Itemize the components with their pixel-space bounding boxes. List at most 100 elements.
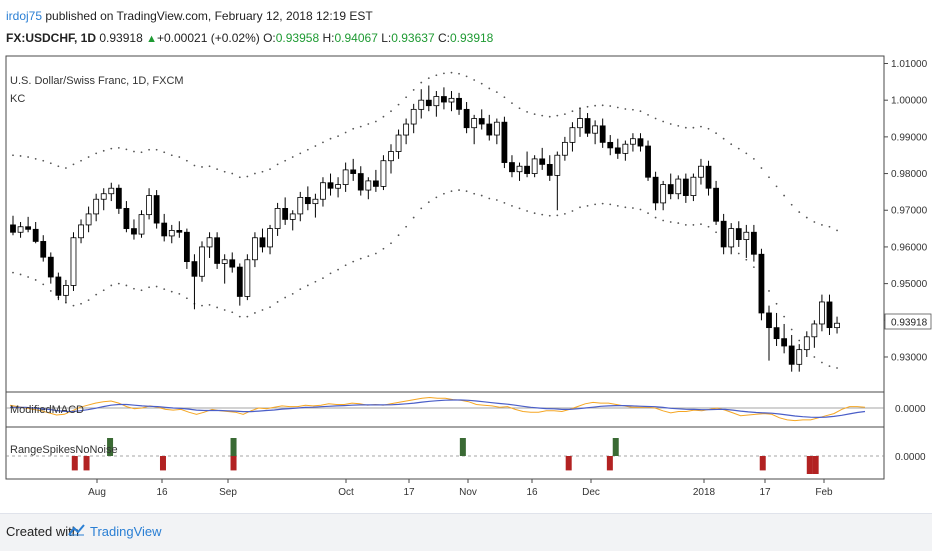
keltner-upper-dot <box>322 141 324 144</box>
keltner-upper-dot <box>427 77 430 80</box>
candle-body <box>584 118 591 134</box>
candle-body <box>773 327 780 340</box>
keltner-lower-dot <box>261 309 264 311</box>
keltner-lower-dot <box>427 201 430 204</box>
keltner-upper-dot <box>178 156 181 158</box>
keltner-lower-dot <box>707 225 710 228</box>
candle-body <box>365 180 372 191</box>
keltner-upper-dot <box>216 168 219 171</box>
keltner-upper-dot <box>49 162 52 165</box>
keltner-lower-dot <box>609 203 612 206</box>
keltner-upper-dot <box>768 176 770 179</box>
keltner-lower-dot <box>662 219 665 222</box>
time-tick-label: Aug <box>88 487 106 498</box>
spike-up-bar <box>612 438 619 456</box>
keltner-upper-dot <box>752 157 755 160</box>
keltner-upper-dot <box>677 124 680 127</box>
keltner-lower-dot <box>586 204 589 207</box>
candle-body <box>690 176 697 196</box>
keltner-lower-dot <box>458 189 460 191</box>
keltner-upper-dot <box>306 148 309 151</box>
keltner-upper-dot <box>133 150 135 153</box>
candle-body <box>834 322 840 329</box>
candle-body <box>342 169 349 185</box>
candle-body <box>10 224 16 233</box>
candle-body <box>161 222 168 237</box>
candle-body <box>70 237 77 286</box>
price-tick-label: 0.96000 <box>891 242 928 253</box>
keltner-upper-dot <box>397 103 400 106</box>
created-with-text: Created with <box>6 524 79 539</box>
candle-body <box>199 246 205 277</box>
price-tick-label: 0.98000 <box>891 169 928 180</box>
close-label: C: <box>437 31 450 45</box>
time-tick-label: 17 <box>403 487 415 498</box>
keltner-lower-dot <box>72 304 75 307</box>
candle-body <box>388 151 394 162</box>
open-label: O: <box>263 31 276 45</box>
candle-body <box>614 147 621 154</box>
keltner-lower-dot <box>654 216 657 219</box>
author-link[interactable]: irdoj75 <box>6 9 43 23</box>
keltner-lower-dot <box>571 210 574 212</box>
keltner-upper-dot <box>238 176 241 179</box>
candle-body <box>282 208 289 220</box>
keltner-upper-dot <box>42 159 45 162</box>
keltner-lower-dot <box>798 339 801 342</box>
candle-body <box>758 253 765 314</box>
spike-down-bar <box>606 456 613 471</box>
time-tick-label: 16 <box>156 487 168 498</box>
keltner-upper-dot <box>586 105 589 108</box>
keltner-lower-dot <box>110 284 113 287</box>
keltner-upper-dot <box>231 172 234 175</box>
keltner-upper-dot <box>556 114 559 117</box>
keltner-lower-dot <box>480 194 483 197</box>
price-change: +0.00021 (+0.02%) <box>156 31 260 45</box>
candle-body <box>244 259 251 297</box>
candle-body <box>78 224 84 239</box>
keltner-lower-dot <box>443 192 445 195</box>
keltner-upper-dot <box>12 154 14 157</box>
keltner-upper-dot <box>647 113 649 116</box>
candle-body <box>372 180 379 187</box>
keltner-upper-dot <box>57 165 60 168</box>
candle-body <box>380 160 387 187</box>
keltner-upper-dot <box>223 170 226 173</box>
keltner-lower-dot <box>533 212 536 215</box>
keltner-lower-dot <box>269 306 271 308</box>
keltner-upper-dot <box>72 163 75 166</box>
keltner-upper-dot <box>155 148 158 151</box>
candle-body <box>803 336 810 351</box>
spike-down-bar <box>230 456 237 471</box>
time-tick-label: Dec <box>582 487 600 498</box>
low-value: 0.93637 <box>391 31 435 45</box>
keltner-lower-dot <box>306 284 309 287</box>
published-text: published on TradingView.com, February 1… <box>45 9 373 23</box>
tradingview-logo-icon[interactable] <box>68 523 86 537</box>
spikes-pane-title[interactable]: RangeSpikesNoNoise <box>10 444 118 456</box>
keltner-indicator-label[interactable]: KC <box>10 93 25 105</box>
keltner-upper-dot <box>813 221 816 223</box>
keltner-lower-dot <box>775 302 778 305</box>
keltner-upper-dot <box>450 71 453 74</box>
keltner-upper-dot <box>760 167 763 169</box>
candle-body <box>660 184 667 204</box>
chart-canvas[interactable]: 1.01000 1.00000 0.99000 0.98000 0.97000 0.960… <box>0 52 932 513</box>
keltner-lower-dot <box>374 252 377 255</box>
spike-down-bar <box>812 456 819 474</box>
macd-pane-title[interactable]: ModifiedMACD <box>10 404 84 416</box>
tradingview-brand-link[interactable]: TradingView <box>90 524 162 539</box>
keltner-upper-dot <box>821 224 823 226</box>
candle-body <box>720 220 727 248</box>
low-label: L: <box>381 31 392 45</box>
keltner-upper-dot <box>526 111 528 113</box>
keltner-upper-dot <box>594 104 597 107</box>
keltner-upper-dot <box>700 125 702 128</box>
keltner-lower-dot <box>594 203 597 206</box>
candle-body <box>675 178 682 195</box>
candle-body <box>206 237 213 248</box>
keltner-upper-dot <box>465 75 468 78</box>
keltner-upper-dot <box>511 102 513 105</box>
keltner-lower-dot <box>390 242 392 245</box>
candle-body <box>229 259 236 268</box>
